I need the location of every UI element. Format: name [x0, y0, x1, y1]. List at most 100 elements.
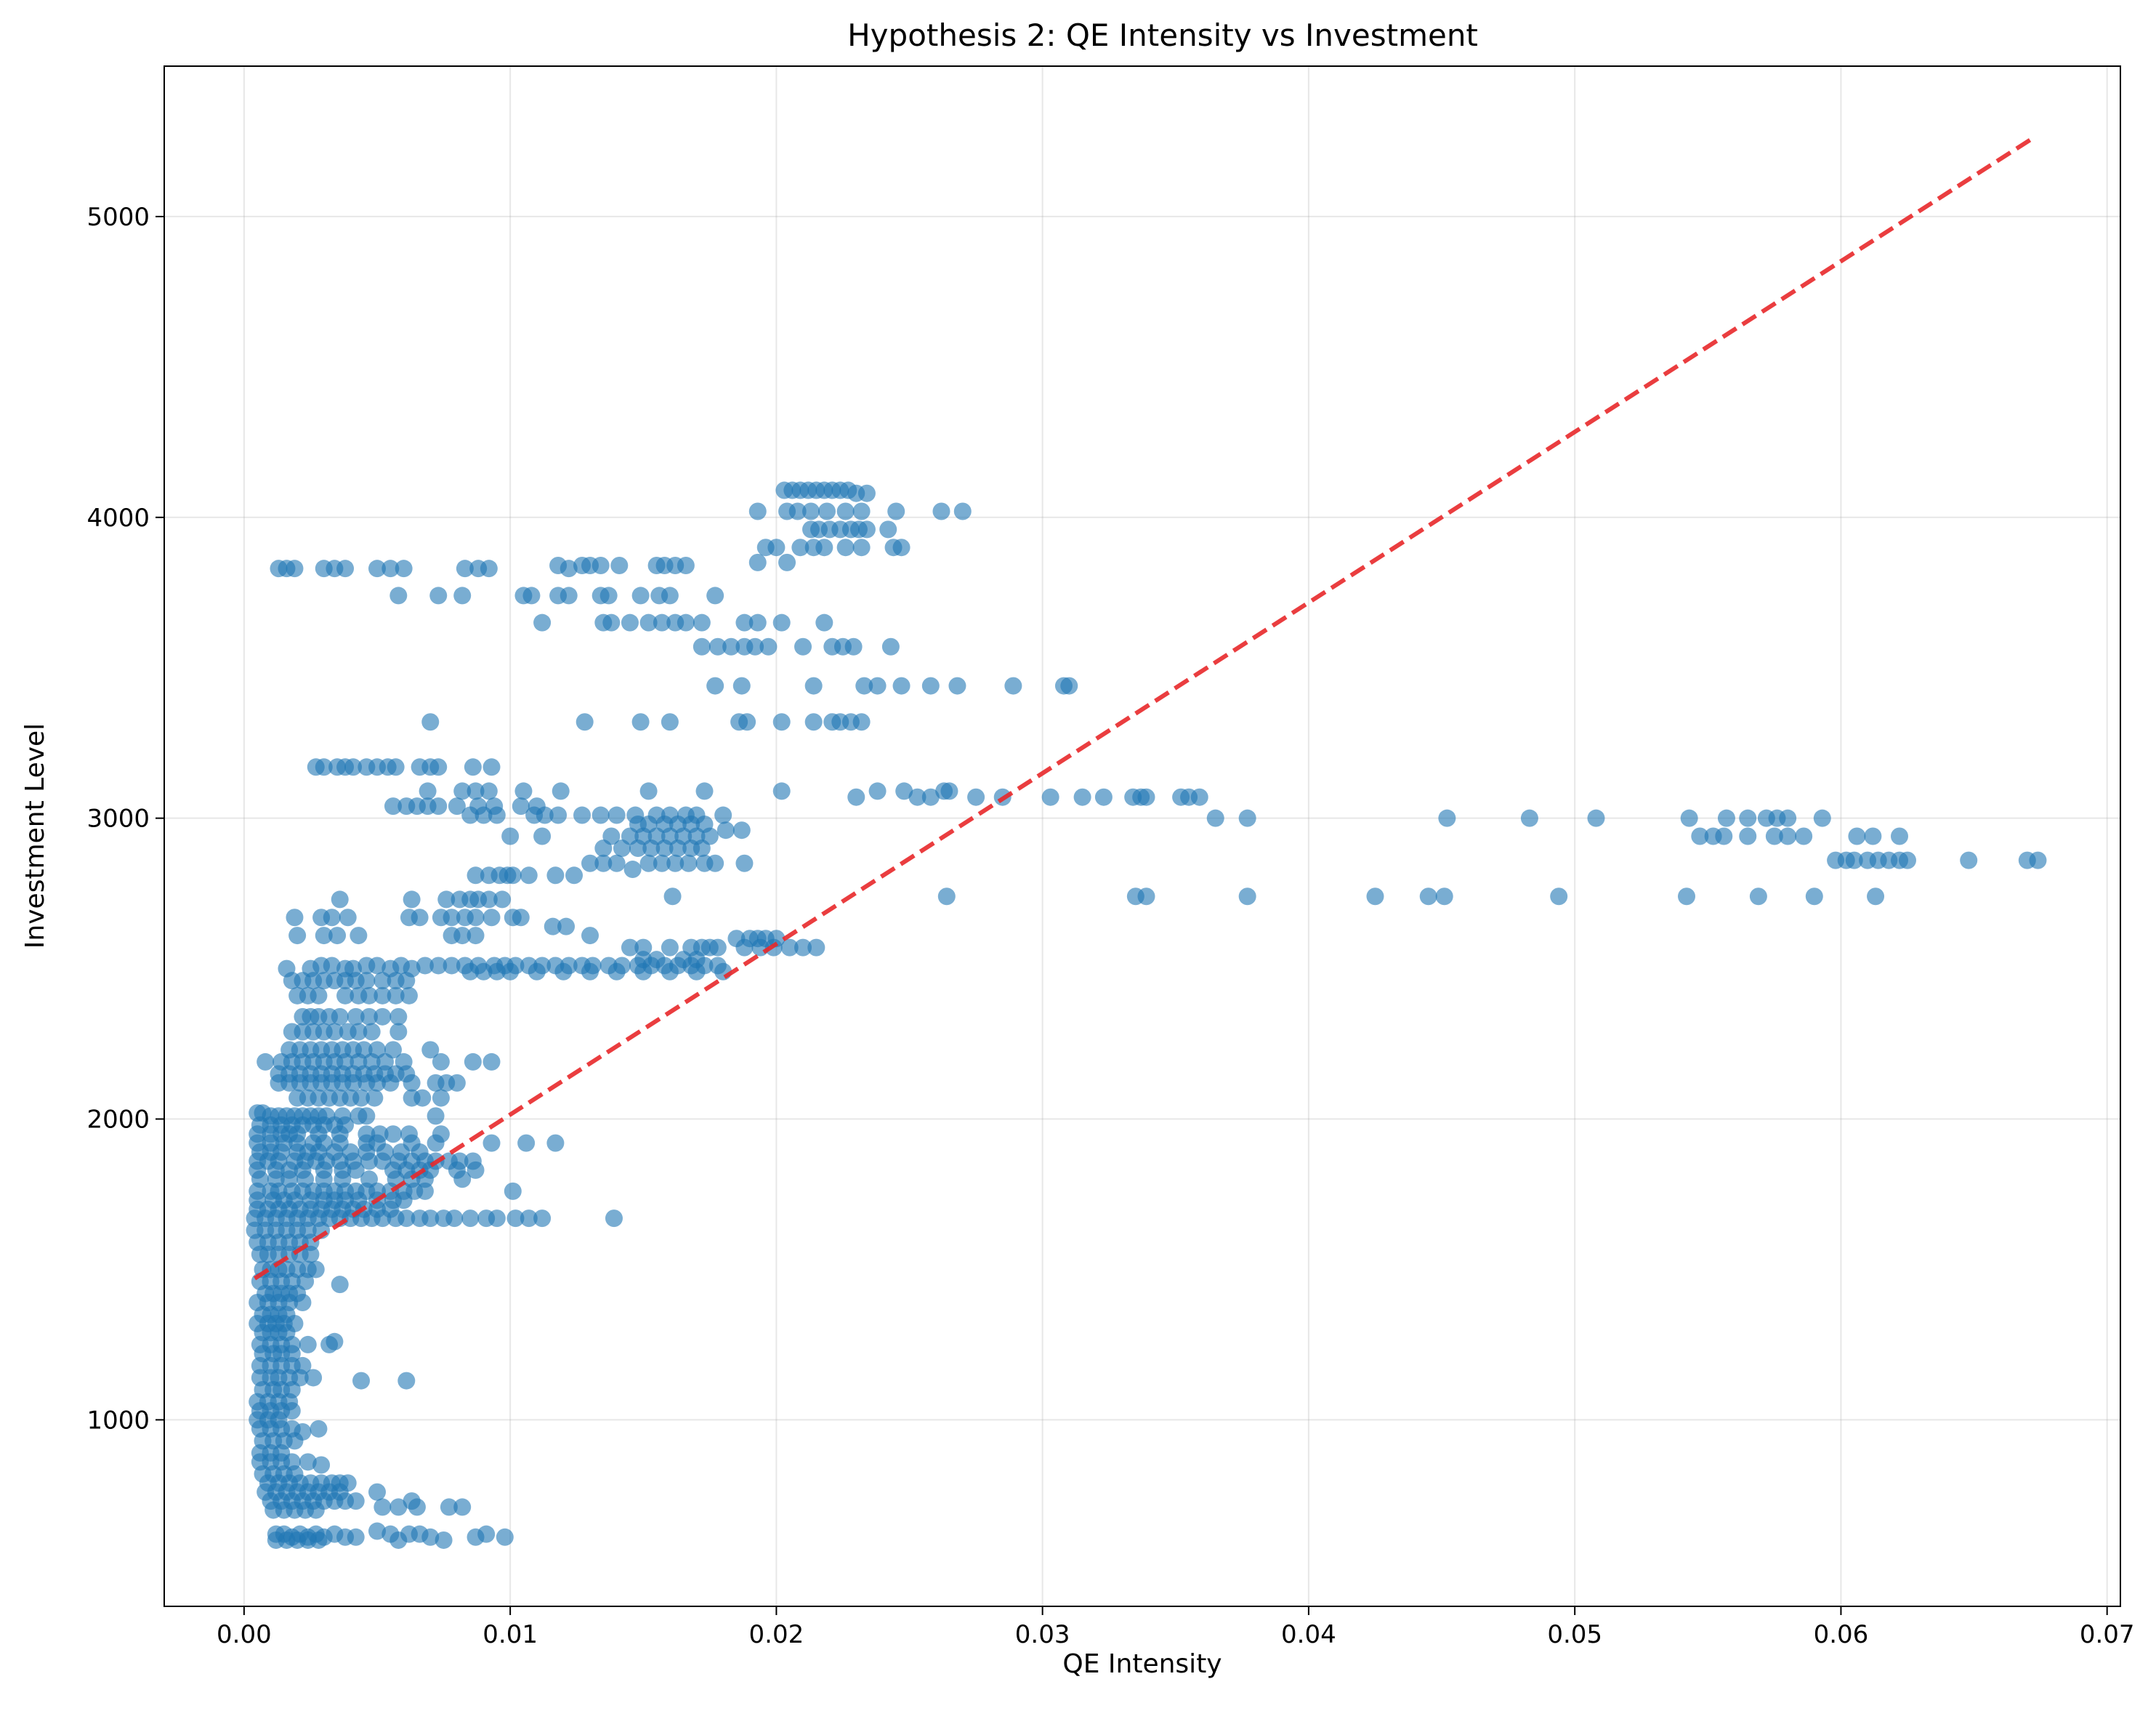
x-tick-label: 0.03 [1015, 1620, 1070, 1649]
scatter-point [940, 782, 958, 800]
x-tick-label: 0.05 [1547, 1620, 1602, 1649]
scatter-point [967, 789, 985, 806]
scatter-point [445, 1209, 463, 1227]
x-axis-label: QE Intensity [1062, 1649, 1222, 1679]
scatter-point [464, 1053, 482, 1071]
scatter-point [610, 557, 628, 574]
scatter-point [893, 539, 911, 556]
scatter-point [1137, 887, 1155, 905]
x-tick-label: 0.04 [1281, 1620, 1336, 1649]
scatter-point [384, 1125, 402, 1143]
scatter-point [429, 797, 447, 815]
scatter-point [600, 587, 618, 604]
scatter-point [464, 758, 482, 776]
scatter-point [1060, 677, 1078, 695]
scatter-point [453, 587, 471, 604]
scatter-point [858, 520, 876, 538]
scatter-point [312, 1456, 330, 1473]
scatter-point [331, 1276, 349, 1293]
scatter-point [1436, 887, 1453, 905]
scatter-point [453, 1498, 471, 1515]
scatter-point [310, 987, 327, 1005]
scatter-point [815, 539, 833, 556]
scatter-point [336, 560, 354, 577]
scatter-point [1678, 887, 1695, 905]
scatter-point [948, 677, 966, 695]
scatter-point [573, 807, 591, 824]
scatter-point [1899, 852, 1916, 869]
scatter-point [288, 927, 306, 944]
scatter-point [1795, 828, 1812, 845]
scatter-point [286, 1432, 303, 1449]
scatter-point [794, 638, 812, 656]
scatter-point [608, 963, 626, 981]
scatter-point [818, 503, 836, 520]
scatter-point [661, 939, 679, 957]
scatter-point [661, 713, 679, 730]
scatter-point [400, 987, 418, 1005]
scatter-point [735, 939, 753, 957]
scatter-point [853, 539, 871, 556]
scatter-point [922, 677, 940, 695]
scatter-point [714, 807, 732, 824]
scatter-point [307, 1502, 325, 1519]
scatter-point [592, 557, 610, 574]
scatter-point [661, 963, 679, 981]
scatter-point [496, 1529, 514, 1546]
scatter-point [480, 560, 498, 577]
scatter-point [533, 1209, 551, 1227]
scatter-point [1438, 810, 1455, 827]
scatter-point [533, 828, 551, 845]
scatter-point [1042, 789, 1059, 806]
scatter-point [858, 485, 876, 502]
scatter-point [2029, 852, 2046, 869]
scatter-point [304, 1369, 322, 1386]
scatter-point [560, 587, 578, 604]
y-tick-label: 4000 [86, 504, 150, 533]
scatter-point [677, 614, 695, 632]
scatter-point [294, 1294, 311, 1311]
scatter-point [286, 909, 303, 926]
scatter-point [773, 614, 791, 632]
scatter-point [397, 1372, 415, 1390]
scatter-point [648, 951, 666, 968]
scatter-point [493, 890, 511, 908]
scatter-point [310, 1420, 327, 1438]
scatter-point [693, 840, 711, 857]
scatter-point [1681, 810, 1698, 827]
scatter-point [533, 614, 551, 632]
x-tick-label: 0.06 [1814, 1620, 1869, 1649]
scatter-point [837, 539, 855, 556]
scatter-point [1550, 887, 1567, 905]
scatter-point [350, 927, 367, 944]
scatter-point [624, 861, 642, 878]
scatter-point [310, 1531, 327, 1549]
scatter-point [546, 1135, 564, 1152]
scatter-point [853, 503, 871, 520]
scatter-point [581, 927, 599, 944]
y-tick-label: 1000 [86, 1406, 150, 1435]
scatter-point [522, 587, 540, 604]
y-tick-label: 2000 [86, 1106, 150, 1135]
scatter-point [693, 614, 711, 632]
scatter-point [805, 677, 823, 695]
scatter-point [778, 554, 796, 571]
scatter-point [802, 503, 820, 520]
scatter-point [879, 520, 897, 538]
scatter-point [1867, 887, 1884, 905]
scatter-point [845, 638, 863, 656]
scatter-point [397, 972, 415, 989]
scatter-point [1779, 828, 1796, 845]
scatter-point [1750, 887, 1767, 905]
scatter-point [488, 807, 506, 824]
scatter-point [805, 713, 823, 730]
scatter-point [504, 866, 522, 884]
scatter-point [546, 866, 564, 884]
scatter-point [749, 614, 767, 632]
scatter-point [381, 1074, 399, 1092]
scatter-point [706, 855, 724, 872]
scatter-point [520, 866, 538, 884]
scatter-point [467, 909, 485, 926]
